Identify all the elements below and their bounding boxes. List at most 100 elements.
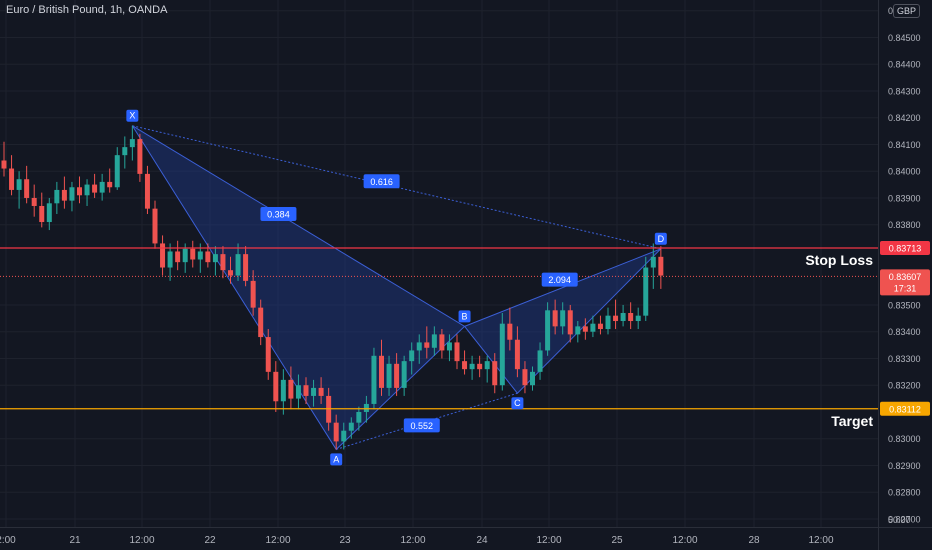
price-tick-label: 0.83000	[888, 434, 921, 444]
ratio-label-box-bd[interactable]	[541, 272, 578, 287]
candle-body	[46, 203, 52, 223]
price-tick-label: 0.84400	[888, 60, 921, 70]
candle-body	[575, 326, 581, 335]
candle-body	[54, 189, 60, 204]
candle-body	[31, 197, 37, 206]
ratio-label-box-xb[interactable]	[260, 207, 297, 222]
time-tick-label: 21	[69, 535, 81, 546]
candle-body	[258, 307, 264, 338]
candle-body	[454, 342, 460, 362]
horizontal-lines-layer[interactable]: 0.83713 Stop Loss 0.83112 Target 0.8360717:3…	[0, 240, 930, 429]
pattern-point-x-marker[interactable]	[126, 109, 139, 122]
last-price-label: 0.83607	[889, 272, 922, 282]
candle-body	[363, 403, 369, 412]
candle-body	[590, 323, 596, 332]
candle-body	[160, 243, 166, 268]
candle-body	[167, 251, 173, 268]
candle-body	[605, 315, 611, 330]
candle-body	[295, 385, 301, 399]
candle-body	[386, 363, 392, 388]
candle-body	[114, 155, 120, 188]
ratio-label: 0.552	[411, 421, 434, 431]
candle-body	[84, 184, 90, 196]
candle-body	[212, 254, 218, 263]
time-tick-label: 23	[339, 535, 351, 546]
pattern-point-b-marker[interactable]	[458, 310, 471, 323]
candle-body	[182, 248, 188, 263]
axes-layer: 2:00 21 12:00 22 12:00 23 12:00 24 12:00 25 12:00 2…	[0, 6, 921, 546]
candle-body	[650, 256, 656, 268]
price-tick-label: 0.83200	[888, 381, 921, 391]
candle-body	[235, 254, 241, 276]
candle-body	[582, 326, 588, 332]
candle-body	[620, 312, 626, 322]
candle-body	[61, 189, 67, 201]
candle-body	[1, 160, 7, 169]
candle-body	[265, 337, 271, 372]
target-price-badge	[880, 401, 930, 416]
ratio-label-box-xd[interactable]	[363, 174, 400, 189]
candle-body	[545, 310, 551, 351]
time-tick-label: 12:00	[265, 535, 290, 546]
price-tick-label: 0.83400	[888, 327, 921, 337]
candle-body	[379, 355, 384, 388]
price-tick-label: 0.82900	[888, 461, 921, 471]
ratio-label: 0.616	[370, 177, 393, 187]
currency-badge[interactable]: GBP	[893, 4, 921, 18]
candle-body	[16, 179, 22, 190]
last-price-badge	[880, 269, 930, 296]
candle-body	[24, 179, 30, 198]
candle-body	[484, 361, 490, 370]
candle-body	[552, 310, 558, 327]
pattern-point-d-marker[interactable]	[654, 232, 667, 245]
pattern-point-label: X	[129, 111, 135, 121]
pattern-point-a-marker[interactable]	[330, 453, 343, 466]
candle-body	[567, 310, 573, 335]
pattern-line-xd[interactable]	[132, 125, 661, 250]
price-axis-separator	[878, 0, 879, 550]
time-axis-separator	[0, 527, 932, 528]
pattern-point-label: D	[658, 234, 665, 244]
ratio-label-box-ac[interactable]	[403, 418, 440, 433]
candle-body	[144, 173, 150, 209]
bar-countdown-label: 17:31	[894, 283, 917, 293]
candle-body	[318, 387, 324, 396]
price-tick-label: 0.82800	[888, 488, 921, 498]
candle-body	[77, 187, 82, 196]
ratio-label: 2.094	[548, 275, 571, 285]
stop-loss-price-badge	[880, 240, 930, 255]
candle-body	[205, 251, 211, 263]
candle-body	[643, 267, 649, 316]
symbol-title[interactable]: Euro / British Pound, 1h, OANDA	[6, 4, 168, 16]
price-tick-label: 0.83500	[888, 300, 921, 310]
candle-body	[137, 139, 143, 174]
price-tick-label: 0.84500	[888, 33, 921, 43]
candle-body	[514, 339, 520, 370]
time-tick-label: 12:00	[400, 535, 425, 546]
candle-body	[190, 248, 196, 260]
candle-body	[462, 361, 468, 370]
candle-body	[530, 371, 535, 386]
candle-body	[341, 430, 347, 442]
pattern-point-c-marker[interactable]	[511, 397, 524, 410]
candle-body	[288, 379, 294, 399]
candle-body	[597, 323, 603, 330]
stop-loss-label: Stop Loss	[805, 252, 873, 268]
time-tick-label: 28	[748, 535, 760, 546]
candle-body	[303, 385, 309, 396]
candles-layer	[1, 125, 664, 450]
candle-body	[424, 342, 430, 348]
time-tick-label: 2:00	[0, 535, 16, 546]
candle-body	[69, 187, 75, 201]
time-tick-label: 24	[476, 535, 488, 546]
candle-body	[348, 422, 354, 431]
candle-body	[560, 310, 566, 327]
candle-body	[228, 270, 233, 276]
time-tick-label: 12:00	[808, 535, 833, 546]
candle-body	[394, 363, 400, 388]
price-tick-label: 0.83900	[888, 193, 921, 203]
candle-body	[273, 371, 279, 402]
